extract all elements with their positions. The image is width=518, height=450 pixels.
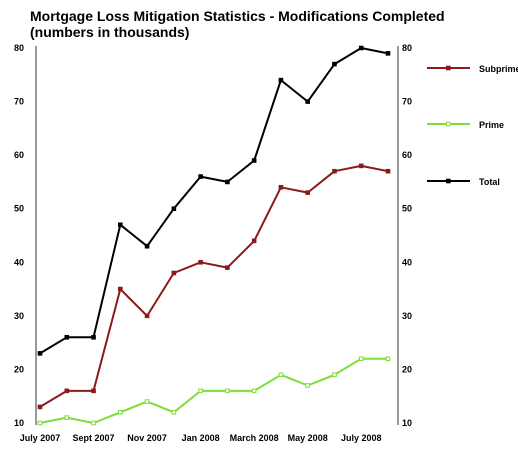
series-line	[39, 47, 389, 355]
data-point	[251, 238, 257, 244]
legend-marker	[446, 178, 451, 184]
data-point	[37, 420, 43, 426]
legend-item: Total	[427, 177, 500, 187]
data-point	[358, 45, 364, 51]
x-tick-label: Nov 2007	[127, 433, 167, 443]
data-point	[37, 351, 43, 356]
y-tick-label-right: 70	[402, 97, 412, 107]
y-tick-label-left: 80	[14, 43, 24, 53]
legend-label: Total	[479, 177, 500, 187]
data-point	[198, 174, 203, 179]
series-line	[39, 357, 388, 424]
data-point	[251, 388, 257, 394]
data-point	[64, 388, 70, 394]
data-point	[118, 286, 123, 292]
series-prime	[37, 356, 391, 426]
data-point	[385, 356, 391, 362]
data-point	[144, 243, 150, 249]
data-point	[278, 77, 284, 83]
y-tick-label-left: 50	[14, 204, 24, 214]
data-point	[198, 388, 203, 394]
data-point	[91, 334, 96, 340]
legend-label: Subprime	[479, 64, 518, 74]
y-tick-label-left: 30	[14, 311, 24, 321]
x-tick-label: July 2007	[20, 433, 61, 443]
y-tick-label-right: 10	[402, 418, 412, 428]
chart-title: Mortgage Loss Mitigation Statistics - Mo…	[30, 8, 445, 24]
y-tick-label-left: 60	[14, 150, 24, 160]
data-point	[225, 179, 230, 185]
data-point	[358, 356, 364, 362]
data-point	[251, 158, 257, 163]
data-point	[225, 388, 230, 394]
y-tick-label-right: 80	[402, 43, 412, 53]
y-tick-label-left: 70	[14, 97, 24, 107]
series-group	[37, 45, 391, 426]
legend-item: Prime	[427, 120, 504, 130]
data-point	[385, 168, 391, 174]
data-point	[118, 222, 123, 228]
chart-subtitle: (numbers in thousands)	[30, 24, 190, 40]
x-tick-label: March 2008	[230, 433, 279, 443]
data-point	[171, 206, 177, 212]
legend-item: Subprime	[427, 64, 518, 74]
y-tick-label-right: 40	[402, 257, 412, 267]
data-point	[305, 383, 310, 388]
series-subprime	[37, 163, 391, 410]
data-point	[358, 163, 364, 169]
y-tick-label-left: 20	[14, 364, 24, 374]
legend: Subprime Prime Total	[427, 64, 518, 187]
data-point	[305, 99, 310, 104]
y-tick-label-right: 30	[402, 311, 412, 321]
data-point	[91, 420, 96, 426]
y-tick-label-left: 10	[14, 418, 24, 428]
data-point	[118, 409, 123, 415]
data-point	[144, 399, 150, 404]
x-tick-label: Sept 2007	[73, 433, 115, 443]
y-tick-label-right: 60	[402, 150, 412, 160]
data-point	[64, 334, 70, 340]
legend-marker	[446, 121, 451, 127]
legend-marker	[446, 65, 451, 71]
y-tick-label-right: 50	[402, 204, 412, 214]
data-point	[198, 259, 203, 265]
data-point	[37, 404, 43, 410]
y-tick-label-left: 40	[14, 257, 24, 267]
series-line	[39, 164, 389, 408]
data-point	[332, 61, 337, 67]
y-tick-label-right: 20	[402, 364, 412, 374]
data-point	[385, 51, 391, 56]
data-point	[332, 168, 337, 174]
x-tick-label: May 2008	[288, 433, 328, 443]
x-tick-label: July 2008	[341, 433, 382, 443]
data-point	[171, 409, 177, 415]
data-point	[64, 415, 70, 420]
data-point	[278, 184, 284, 190]
data-point	[144, 313, 150, 319]
data-point	[305, 190, 310, 195]
legend-label: Prime	[479, 120, 504, 130]
axes: 10 10 20 20 30 30 40 40 50 50 60 60 70 70 80 80 July 200…	[14, 43, 412, 443]
series-total	[37, 45, 391, 356]
data-point	[225, 265, 230, 270]
data-point	[332, 372, 337, 378]
data-point	[171, 270, 177, 276]
x-tick-label: Jan 2008	[182, 433, 220, 443]
data-point	[278, 372, 284, 378]
data-point	[91, 388, 96, 394]
